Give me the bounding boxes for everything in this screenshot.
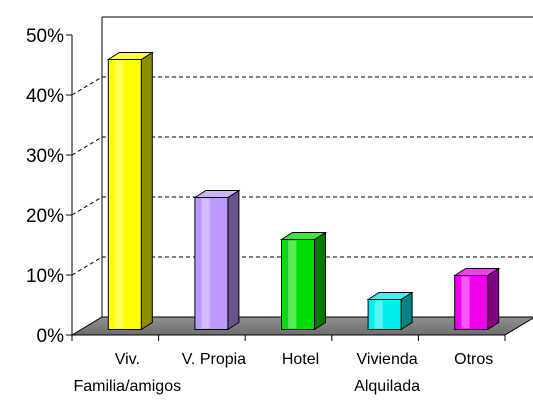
- gridlines: [71, 76, 533, 276]
- x-category-label: Familia/amigos: [74, 378, 182, 395]
- bars: [106, 51, 501, 331]
- bar-top-face: [279, 232, 328, 240]
- bar: [452, 267, 501, 331]
- bar: [106, 51, 155, 331]
- bar-highlight: [201, 198, 210, 329]
- x-category-label: Vivienda: [357, 351, 418, 368]
- bar-top-face: [366, 292, 414, 300]
- bar-side-face: [314, 231, 326, 331]
- y-tick-label: 20%: [26, 206, 64, 227]
- bar: [366, 291, 414, 331]
- bar-side-face: [140, 51, 153, 331]
- bar-highlight: [461, 276, 470, 329]
- bar: [193, 189, 241, 331]
- bar-front-face: [454, 275, 489, 330]
- bar: [279, 231, 328, 331]
- y-tick-label: 40%: [26, 86, 64, 107]
- bar-front-face: [194, 197, 229, 330]
- y-tick-label: 10%: [26, 266, 64, 287]
- x-category-label: V. Propia: [182, 351, 246, 368]
- x-category-label: Hotel: [282, 351, 319, 368]
- bar-front-face: [107, 59, 142, 330]
- chart-axes: [66, 34, 506, 341]
- y-axis-ticks: 0% 10% 20% 30% 40% 50%: [26, 26, 64, 347]
- bar-top-face: [106, 52, 155, 60]
- bar-front-face: [367, 299, 402, 330]
- y-tick-label: 0%: [37, 326, 65, 347]
- bar-highlight: [288, 240, 297, 329]
- gridline-side: [71, 136, 103, 156]
- gridline-side: [71, 196, 103, 216]
- bar-top-face: [193, 190, 241, 198]
- x-category-label: Otros: [454, 351, 493, 368]
- bar-top-face: [452, 268, 501, 276]
- x-category-label: Alquilada: [354, 378, 420, 395]
- bar-side-face: [227, 189, 240, 331]
- bar-side-face: [487, 267, 500, 331]
- bar-highlight: [374, 300, 383, 329]
- bar-highlight: [114, 60, 124, 329]
- x-category-label: Viv.: [115, 351, 140, 368]
- y-tick-label: 50%: [26, 26, 64, 47]
- gridline-side: [71, 256, 103, 276]
- y-tick-label: 30%: [26, 146, 64, 167]
- gridline-side: [71, 76, 103, 96]
- bar-front-face: [281, 239, 315, 330]
